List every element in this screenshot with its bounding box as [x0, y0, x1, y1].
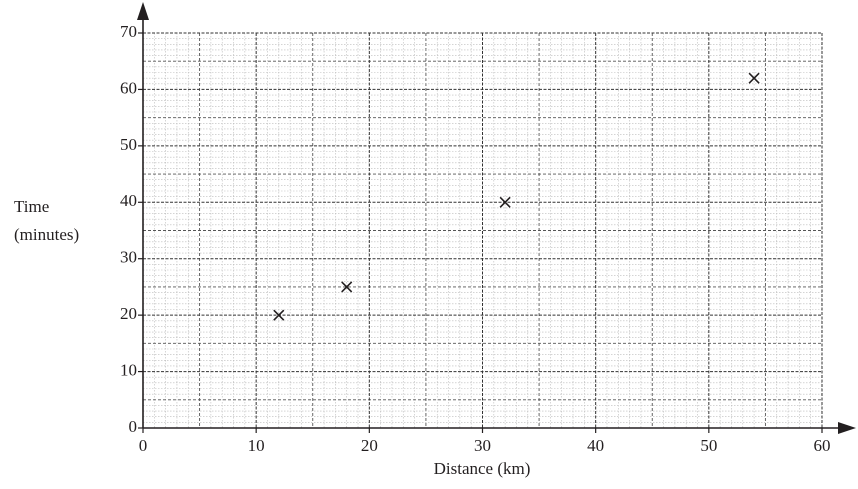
y-axis-label: Time [14, 197, 49, 216]
y-tick-label: 60 [120, 78, 137, 97]
x-tick-label: 10 [248, 436, 265, 455]
y-axis-arrow [137, 2, 149, 20]
y-tick-label: 10 [120, 360, 137, 379]
y-tick-label: 30 [120, 248, 137, 267]
point [748, 72, 760, 84]
x-tick-label: 30 [474, 436, 491, 455]
y-tick-label: 20 [120, 304, 137, 323]
y-tick-label: 70 [120, 22, 137, 41]
point [341, 281, 353, 293]
x-tick-label: 40 [587, 436, 604, 455]
point [499, 196, 511, 208]
y-tick-label: 40 [120, 191, 137, 210]
x-tick-label: 60 [814, 436, 831, 455]
y-axis-label: (minutes) [14, 225, 79, 244]
y-tick-label: 50 [120, 135, 137, 154]
x-tick-label: 20 [361, 436, 378, 455]
x-axis-label: Distance (km) [434, 459, 531, 478]
point [273, 309, 285, 321]
y-tick-label: 0 [129, 417, 138, 436]
x-axis-arrow [838, 422, 856, 434]
x-tick-label: 50 [700, 436, 717, 455]
x-tick-label: 0 [139, 436, 148, 455]
